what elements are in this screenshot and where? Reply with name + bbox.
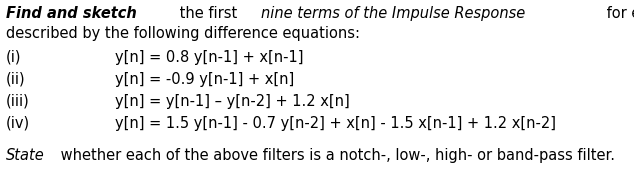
Text: y[n] = 1.5 y[n-1] - 0.7 y[n-2] + x[n] - 1.5 x[n-1] + 1.2 x[n-2]: y[n] = 1.5 y[n-1] - 0.7 y[n-2] + x[n] - … [115,116,556,131]
Text: (ii): (ii) [6,72,25,87]
Text: nine terms of the Impulse Response: nine terms of the Impulse Response [261,6,525,21]
Text: the first: the first [175,6,242,21]
Text: (iii): (iii) [6,94,30,109]
Text: (i): (i) [6,50,22,65]
Text: y[n] = -0.9 y[n-1] + x[n]: y[n] = -0.9 y[n-1] + x[n] [115,72,294,87]
Text: Find and sketch: Find and sketch [6,6,137,21]
Text: described by the following difference equations:: described by the following difference eq… [6,26,360,41]
Text: for each of the digital filters: for each of the digital filters [602,6,634,21]
Text: State: State [6,148,45,163]
Text: y[n] = y[n-1] – y[n-2] + 1.2 x[n]: y[n] = y[n-1] – y[n-2] + 1.2 x[n] [115,94,350,109]
Text: whether each of the above filters is a notch-, low-, high- or band-pass filter.: whether each of the above filters is a n… [56,148,615,163]
Text: (iv): (iv) [6,116,30,131]
Text: y[n] = 0.8 y[n-1] + x[n-1]: y[n] = 0.8 y[n-1] + x[n-1] [115,50,304,65]
